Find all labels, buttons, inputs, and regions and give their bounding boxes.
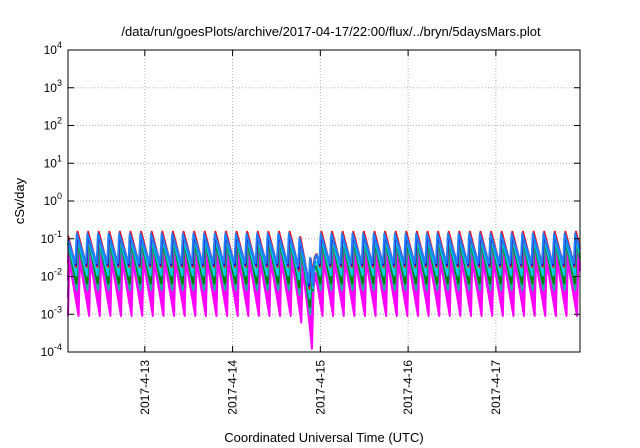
y-tick-label: 100 — [44, 191, 62, 208]
y-tick-label: 10-2 — [41, 267, 62, 284]
y-axis-label: cSv/day — [12, 177, 27, 224]
x-tick-label: 2017-4-13 — [138, 360, 152, 415]
y-tick-label: 104 — [44, 40, 62, 57]
grid — [68, 50, 580, 352]
y-tick-label: 101 — [44, 153, 62, 170]
y-tick-label: 10-1 — [41, 229, 62, 246]
y-tick-label: 103 — [44, 78, 62, 95]
x-tick-label: 2017-4-16 — [401, 360, 415, 415]
x-tick-label: 2017-4-17 — [489, 360, 503, 415]
y-ticks: 10-4 10-3 10-2 10-1 100 101 102 103 104 — [41, 40, 580, 359]
series-line — [67, 232, 581, 286]
x-axis-label: Coordinated Universal Time (UTC) — [224, 430, 423, 445]
chart-title: /data/run/goesPlots/archive/2017-04-17/2… — [121, 24, 541, 39]
series-group — [67, 230, 581, 350]
y-tick-label: 102 — [44, 116, 62, 133]
y-tick-label: 10-4 — [41, 342, 62, 359]
x-ticks: 2017-4-13 2017-4-14 2017-4-15 2017-4-16 2017… — [138, 50, 503, 415]
x-tick-label: 2017-4-15 — [313, 360, 327, 415]
y-tick-label: 10-3 — [41, 304, 62, 321]
x-tick-label: 2017-4-14 — [226, 360, 240, 415]
